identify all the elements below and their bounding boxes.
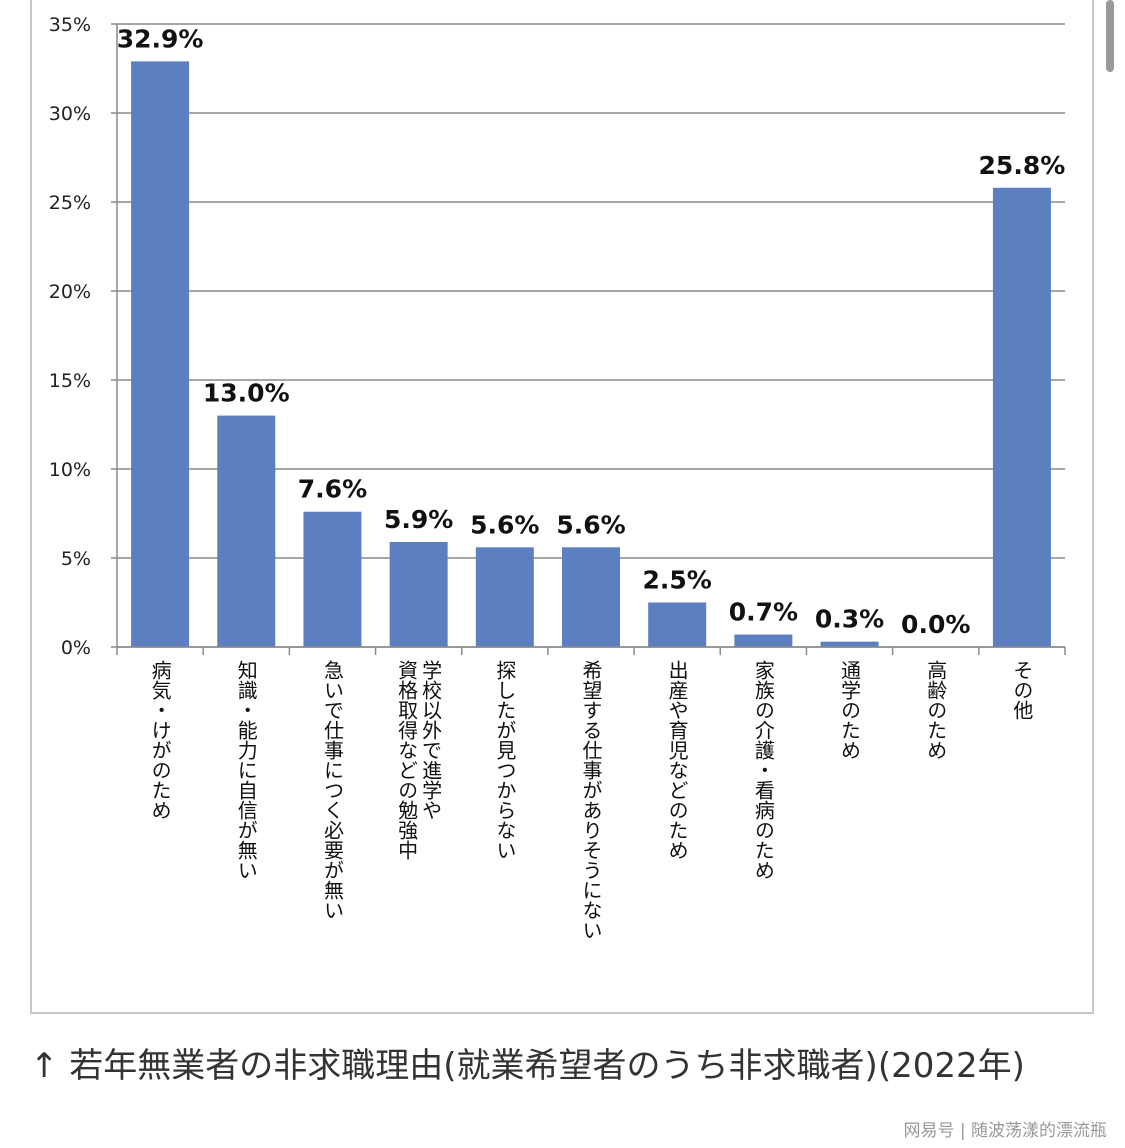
scrollbar[interactable]	[1106, 0, 1114, 72]
bar	[648, 602, 707, 647]
data-label: 5.9%	[384, 505, 453, 534]
data-label: 0.0%	[901, 610, 970, 639]
y-tick-label: 10%	[49, 459, 91, 481]
data-label: 32.9%	[117, 24, 204, 53]
x-tick-label: 家族の介護・看病のため	[751, 660, 776, 880]
bar	[131, 61, 190, 647]
data-label: 13.0%	[203, 379, 290, 408]
chart-frame	[30, 0, 1094, 1014]
bar	[303, 511, 362, 647]
y-tick-label: 35%	[49, 14, 91, 36]
bar	[389, 541, 448, 647]
bar	[734, 634, 793, 647]
data-label: 7.6%	[298, 475, 367, 504]
x-tick-label: 出産や育児などのため	[665, 660, 690, 860]
y-tick-label: 25%	[49, 192, 91, 214]
bar	[992, 187, 1051, 647]
x-tick-label: 高齢のため	[923, 660, 948, 760]
y-tick-label: 30%	[49, 103, 91, 125]
x-tick-label: 急いで仕事につく必要が無い	[320, 660, 345, 920]
bar	[562, 547, 620, 647]
x-tick-label: 探したが見つからない	[492, 660, 517, 860]
y-tick-label: 15%	[49, 370, 91, 392]
caption: ↑ 若年無業者の非求職理由(就業希望者のうち非求職者)(2022年)	[30, 1046, 1025, 1086]
y-tick-label: 20%	[49, 281, 91, 303]
y-tick-label: 0%	[61, 637, 91, 659]
data-label: 0.3%	[815, 605, 884, 634]
watermark: 网易号 | 随波荡漾的漂流瓶	[903, 1121, 1107, 1141]
data-label: 5.6%	[470, 510, 539, 539]
x-tick-label: 希望する仕事がありそうにない	[579, 660, 603, 940]
data-label: 2.5%	[643, 566, 712, 595]
x-tick-label: 病気・けがのため	[148, 660, 173, 820]
bar	[475, 547, 534, 647]
bar	[820, 641, 879, 647]
data-label: 25.8%	[979, 151, 1066, 180]
x-tick-label: 学校以外で進学や 資格取得などの勉強中	[394, 660, 443, 860]
data-label: 0.7%	[729, 598, 798, 627]
x-tick-label: その他	[1009, 660, 1034, 720]
x-tick-label: 通学のため	[837, 660, 862, 760]
data-label: 5.6%	[556, 510, 625, 539]
bar	[217, 415, 276, 647]
y-tick-label: 5%	[61, 548, 91, 570]
x-tick-label: 知識・能力に自信が無い	[234, 660, 259, 880]
